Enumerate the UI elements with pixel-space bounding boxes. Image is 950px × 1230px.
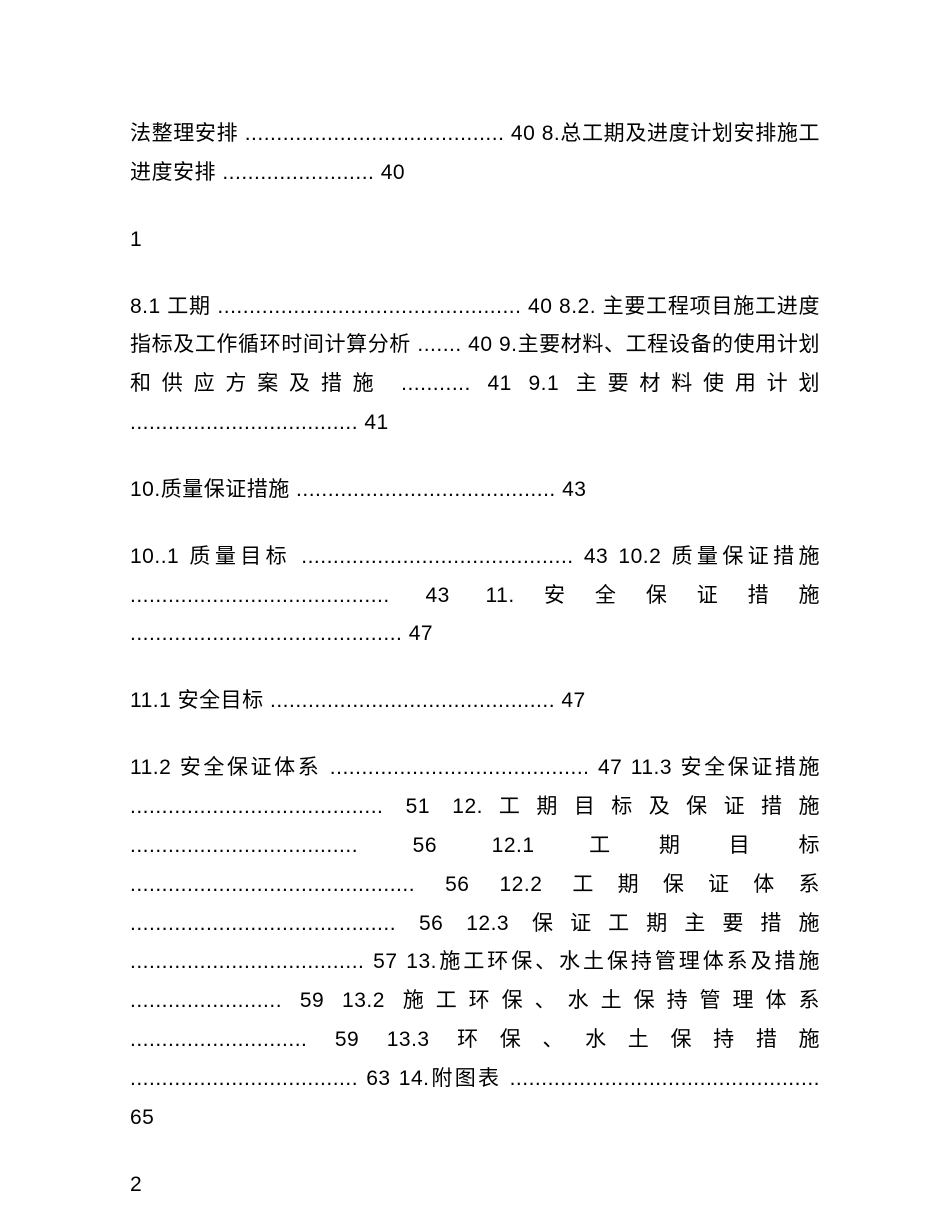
toc-paragraph: 10.质量保证措施 ..............................… bbox=[130, 471, 820, 510]
page-number: 2 bbox=[130, 1166, 820, 1205]
toc-paragraph: 11.2 安全保证体系 ............................… bbox=[130, 749, 820, 1137]
document-content: 法整理安排 ..................................… bbox=[130, 115, 820, 1204]
toc-paragraph: 8.1 工期 .................................… bbox=[130, 288, 820, 443]
toc-paragraph: 法整理安排 ..................................… bbox=[130, 115, 820, 193]
page-number: 1 bbox=[130, 221, 820, 260]
toc-paragraph: 10..1 质量目标 .............................… bbox=[130, 538, 820, 655]
toc-paragraph: 11.1 安全目标 ..............................… bbox=[130, 682, 820, 721]
